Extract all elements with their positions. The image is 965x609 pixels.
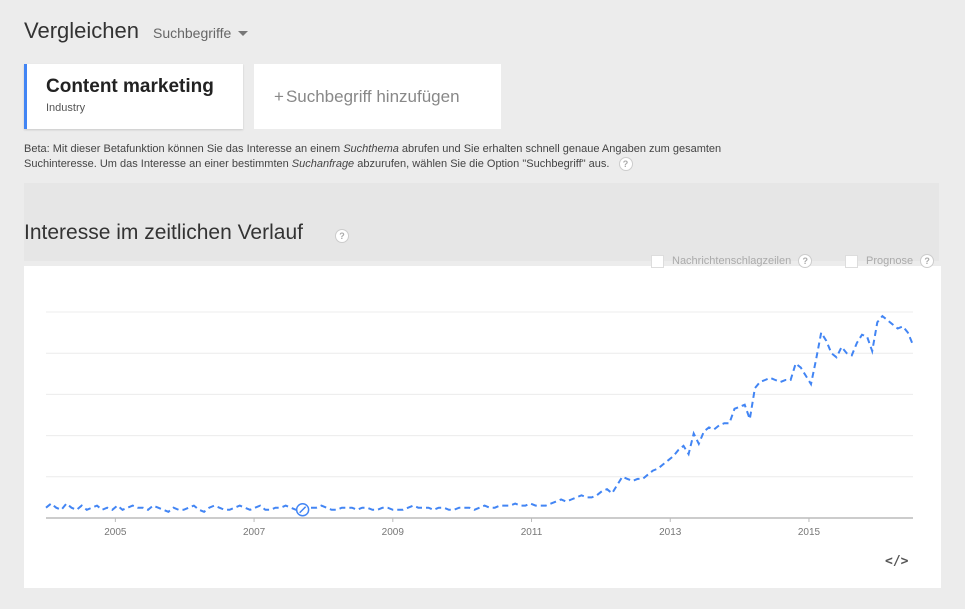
section-title: Interesse im zeitlichen Verlauf [24,221,303,244]
beta-em-query: Suchanfrage [291,158,355,170]
forecast-label: Prognose [866,255,914,267]
term-category: Industry [46,102,86,114]
news-help-icon[interactable]: ? [798,254,813,268]
x-tick-label: 2015 [798,527,821,538]
help-icon[interactable]: ? [618,157,633,172]
beta-em-topic: Suchthema [343,143,399,155]
news-headlines-checkbox[interactable] [651,254,664,268]
page-title: Vergleichen [24,18,139,43]
beta-text-2: abrufen und Sie erhalten schnell genaue … [24,143,722,170]
x-tick-label: 2007 [243,527,266,538]
caret-down-icon [238,30,249,36]
add-term-label: Suchbegriff hinzufügen [285,86,460,106]
term-name: Content marketing [46,76,214,97]
news-headlines-label: Nachrichtenschlagzeilen [672,255,792,267]
interest-over-time-chart: 2005 2007 2009 2011 2013 2015 [24,266,941,588]
beta-text-3: abzurufen, wählen Sie die Option "Suchbe… [354,158,610,170]
add-search-term-button[interactable]: + Suchbegriff hinzufügen [254,64,501,129]
compare-header: Vergleichen Suchbegriffe [24,18,249,44]
x-tick-label: 2009 [382,527,405,538]
plus-icon: + [274,86,284,106]
news-headlines-option[interactable]: Nachrichtenschlagzeilen ? [651,254,813,268]
search-terms-dropdown[interactable]: Suchbegriffe [152,25,249,41]
forecast-option[interactable]: Prognose ? [845,254,935,268]
beta-note: Beta: Mit dieser Betafunktion können Sie… [24,142,744,172]
forecast-checkbox[interactable] [845,254,858,268]
chart-svg: 2005 2007 2009 2011 2013 2015 [45,311,914,538]
x-tick-label: 2013 [659,527,682,538]
section-help-icon[interactable]: ? [335,229,349,243]
annotation-marker-glyph [299,506,307,514]
dropdown-label: Suchbegriffe [152,25,232,41]
beta-text-1: Beta: Mit dieser Betafunktion können Sie… [24,143,344,155]
x-tick-label: 2005 [104,527,127,538]
x-tick-label: 2011 [521,527,543,538]
section-background [24,183,939,261]
search-term-card[interactable]: Content marketing Industry [24,64,243,129]
embed-code-icon[interactable]: </> [885,554,909,569]
series-line [45,314,914,513]
forecast-help-icon[interactable]: ? [920,254,935,268]
